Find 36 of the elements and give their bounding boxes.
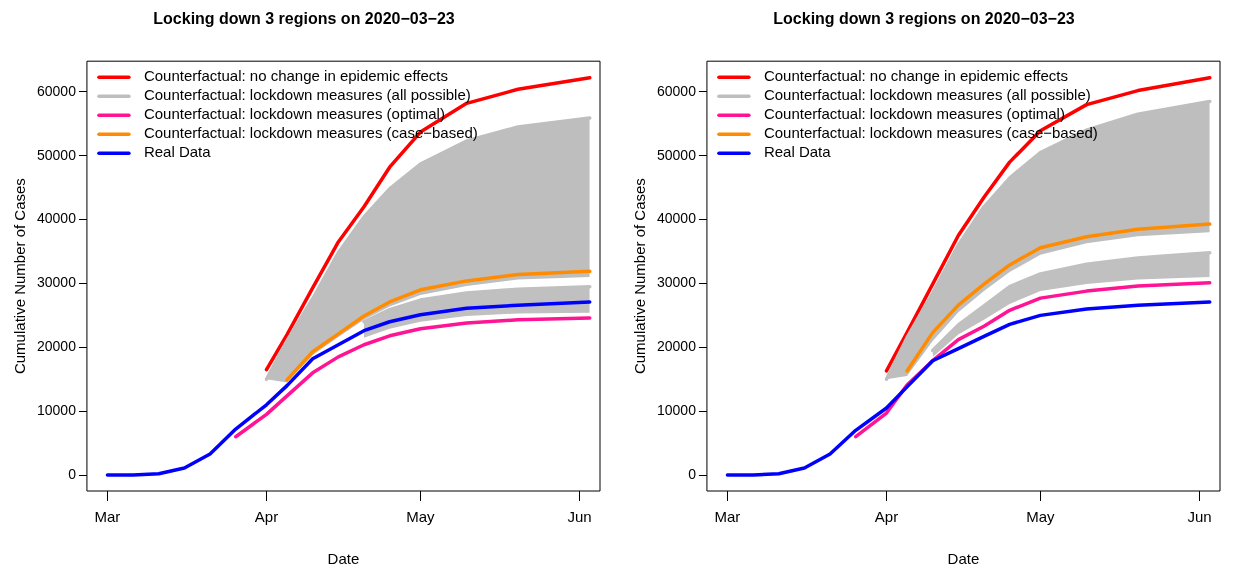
legend-label: Counterfactual: lockdown measures (optimal) bbox=[763, 105, 1065, 123]
y-tick-label: 60000 bbox=[656, 82, 697, 99]
legend-label: Counterfactual: no change in epidemic effects bbox=[143, 67, 449, 85]
legend-label: Counterfactual: lockdown measures (optimal) bbox=[143, 105, 445, 123]
x-tick-label: Apr bbox=[874, 508, 899, 526]
y-tick-label: 0 bbox=[688, 465, 697, 482]
y-tick-label: 10000 bbox=[36, 402, 77, 419]
y-tick-label: 40000 bbox=[656, 210, 697, 227]
legend-label: Real Data bbox=[143, 143, 212, 161]
y-tick-label: 60000 bbox=[36, 82, 77, 99]
chart-title: Locking down 3 regions on 2020−03−23 bbox=[773, 10, 1075, 28]
legend-label: Counterfactual: lockdown measures (all possible) bbox=[143, 86, 471, 104]
x-tick-label: May bbox=[1026, 508, 1056, 526]
y-axis-title: Cumulative Number of Cases bbox=[11, 178, 29, 375]
y-tick-label: 0 bbox=[68, 465, 77, 482]
y-tick-label: 50000 bbox=[36, 146, 77, 163]
y-tick-label: 20000 bbox=[656, 338, 697, 355]
x-tick-label: Jun bbox=[1187, 508, 1212, 526]
legend-label: Counterfactual: lockdown measures (all possible) bbox=[763, 86, 1091, 104]
x-axis-title: Date bbox=[327, 550, 360, 568]
y-axis-title: Cumulative Number of Cases bbox=[631, 178, 649, 375]
x-tick-label: Jun bbox=[567, 508, 592, 526]
y-tick-label: 30000 bbox=[656, 274, 697, 291]
y-tick-label: 40000 bbox=[36, 210, 77, 227]
y-tick-label: 20000 bbox=[36, 338, 77, 355]
x-tick-label: May bbox=[406, 508, 436, 526]
y-tick-label: 30000 bbox=[36, 274, 77, 291]
legend-label: Real Data bbox=[763, 143, 832, 161]
x-tick-label: Mar bbox=[714, 508, 741, 526]
x-axis-title: Date bbox=[947, 550, 980, 568]
y-tick-label: 10000 bbox=[656, 402, 697, 419]
x-tick-label: Apr bbox=[254, 508, 279, 526]
legend-label: Counterfactual: no change in epidemic effects bbox=[763, 67, 1069, 85]
chart-title: Locking down 3 regions on 2020−03−23 bbox=[153, 10, 455, 28]
y-tick-label: 50000 bbox=[656, 146, 697, 163]
x-tick-label: Mar bbox=[94, 508, 121, 526]
